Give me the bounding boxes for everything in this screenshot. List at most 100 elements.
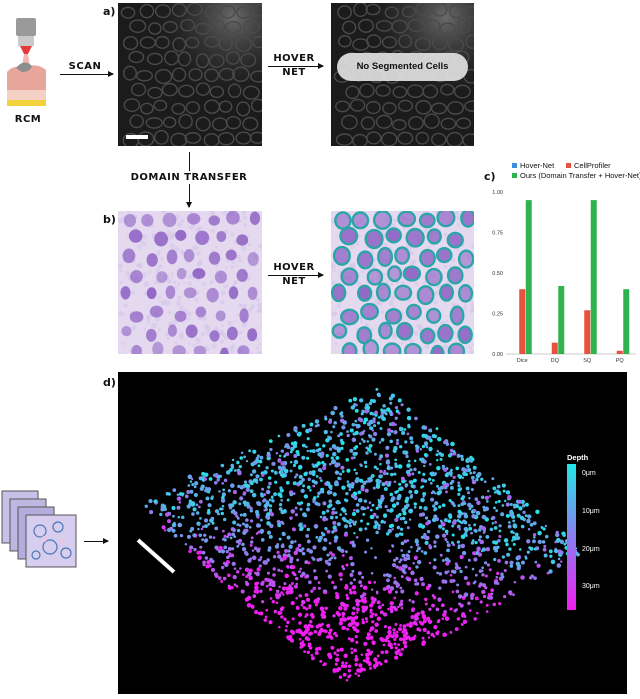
cell-point	[420, 486, 423, 489]
cell-point	[452, 569, 457, 574]
cell-point	[232, 575, 237, 580]
cell-point	[392, 448, 397, 453]
cell-point	[406, 407, 411, 412]
bar-ours-sq	[590, 200, 597, 354]
cell-point	[276, 550, 280, 554]
cell-point	[311, 463, 314, 466]
tissue-texture	[411, 259, 416, 264]
cell-point	[277, 568, 281, 572]
tissue-texture	[157, 263, 163, 270]
cell-point	[378, 441, 382, 444]
cell-point	[364, 605, 369, 610]
cell-point	[396, 525, 401, 530]
cell-point	[435, 607, 440, 612]
tissue-texture	[334, 341, 338, 346]
cell-point	[401, 553, 406, 558]
cell-point	[251, 549, 255, 552]
nucleus	[166, 249, 178, 265]
cell-point	[329, 447, 333, 451]
rcm-cell	[366, 131, 382, 145]
cell-point	[240, 451, 244, 455]
cell-point	[489, 527, 494, 532]
cell-point	[259, 477, 263, 482]
tissue-texture	[187, 281, 192, 286]
nucleus	[152, 341, 164, 354]
scale-bar-3d	[136, 538, 176, 574]
cell-point	[247, 558, 252, 563]
cell-point	[361, 609, 366, 613]
nucleus	[219, 347, 229, 354]
cell-point	[214, 509, 220, 514]
cell-point	[426, 630, 431, 635]
cell-point	[306, 485, 311, 490]
rcm-cell	[422, 84, 439, 99]
cell-point	[368, 443, 373, 448]
tissue-texture	[428, 245, 431, 249]
cell-point	[354, 430, 359, 436]
tissue-texture	[172, 319, 178, 325]
cell-point	[196, 550, 201, 555]
cell-point	[409, 436, 414, 441]
cell-point	[351, 585, 357, 590]
cell-point	[278, 507, 283, 511]
tissue-texture	[173, 246, 180, 253]
cell-point	[328, 499, 333, 504]
cell-point	[309, 488, 312, 492]
cell-point	[304, 636, 310, 641]
cell-point	[201, 525, 205, 528]
cell-point	[244, 550, 248, 555]
cell-point	[340, 664, 345, 669]
cell-point	[221, 482, 224, 485]
cell-point	[376, 392, 381, 397]
rcm-cell	[195, 116, 211, 132]
cell-point	[457, 484, 461, 488]
cell-point	[235, 584, 239, 588]
cell-point	[374, 622, 379, 627]
cell-point	[256, 515, 260, 519]
cell-point	[413, 502, 417, 506]
cell-point	[380, 437, 385, 442]
cell-point	[458, 474, 463, 479]
rcm-cell	[382, 102, 397, 115]
cell-point	[292, 492, 296, 496]
cell-point	[341, 611, 346, 616]
cell-point	[357, 599, 361, 603]
cell-point	[220, 549, 226, 554]
cell-point	[240, 589, 245, 594]
cell-point	[227, 532, 232, 537]
cell-point	[291, 565, 296, 570]
cell-point	[402, 640, 408, 645]
cell-point	[423, 464, 426, 468]
cell-point	[370, 571, 374, 575]
cell-point	[490, 588, 495, 593]
cell-point	[336, 648, 340, 653]
rcm-cell	[463, 6, 474, 18]
cell-point	[366, 648, 370, 653]
cell-point	[378, 479, 382, 484]
rcm-cell	[397, 131, 414, 145]
panel-a-label: a)	[103, 5, 116, 18]
rcm-cell	[335, 100, 351, 113]
cell-point	[335, 594, 340, 600]
cell-point	[512, 523, 517, 528]
cell-point	[217, 576, 222, 580]
cell-point	[148, 499, 153, 504]
cell-point	[390, 429, 394, 433]
rcm-cell	[195, 53, 210, 69]
tissue-texture	[413, 331, 419, 337]
cell-point	[245, 518, 249, 522]
cell-point	[415, 565, 419, 569]
tissue-texture	[249, 351, 254, 354]
cell-point	[314, 463, 319, 468]
cell-point	[389, 401, 393, 405]
cell-point	[435, 534, 440, 539]
cell-point	[326, 635, 330, 639]
cell-point	[488, 568, 492, 572]
cell-point	[235, 539, 240, 544]
cell-point	[465, 486, 470, 491]
rcm-cell	[184, 132, 202, 144]
cell-point	[295, 449, 300, 454]
nucleus	[226, 211, 240, 225]
cell-point	[414, 591, 419, 596]
cell-point	[257, 558, 261, 562]
